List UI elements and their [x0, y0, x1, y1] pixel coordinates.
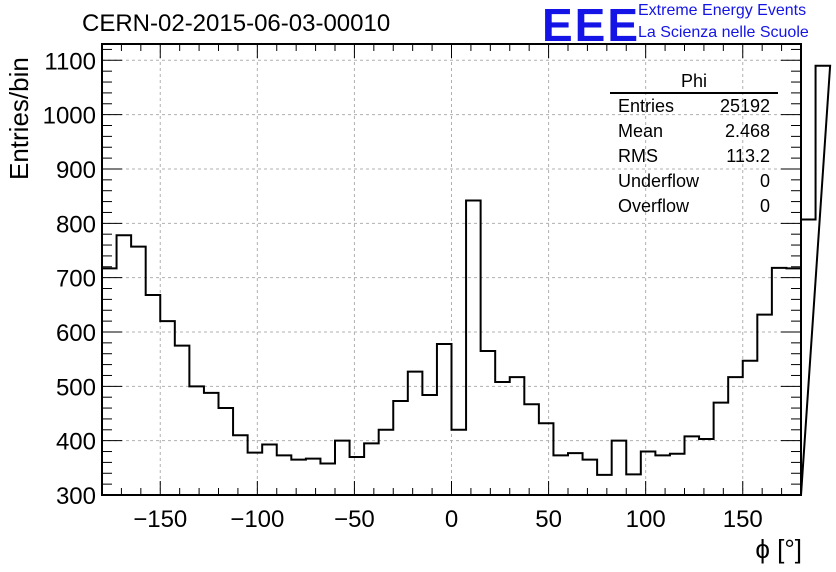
grid-lines — [102, 44, 801, 495]
histogram-series — [101, 64, 832, 496]
y-tick-label: 700 — [56, 266, 96, 293]
stats-row-rms: RMS 113.2 — [610, 144, 778, 169]
run-title: CERN-02-2015-06-03-00010 — [82, 10, 391, 37]
stats-value: 0 — [759, 196, 770, 216]
x-tick-label: 0 — [445, 506, 458, 533]
y-tick-label: 1100 — [44, 48, 96, 75]
y-tick-label: 1000 — [43, 103, 96, 130]
x-tick-labels: −150 −100 −50 0 50 100 150 — [133, 506, 763, 533]
x-tick-label: −50 — [334, 506, 375, 533]
logo-subtitle-1: Extreme Energy Events — [638, 2, 807, 19]
logo-subtitle-2: La Scienza nelle Scuole — [638, 24, 809, 41]
stats-label: Entries — [618, 96, 675, 116]
y-tick-labels: 300 400 500 600 700 800 900 1000 1100 — [43, 48, 96, 510]
stats-row-entries: Entries 25192 — [610, 94, 778, 119]
y-tick-label: 500 — [56, 374, 96, 401]
stats-title: Phi — [610, 70, 778, 94]
x-tick-label: 100 — [626, 506, 666, 533]
y-axis-title: Entries/bin — [4, 57, 34, 180]
stats-value: 2.468 — [724, 121, 770, 141]
x-tick-label: 150 — [723, 506, 763, 533]
stats-value: 113.2 — [726, 146, 770, 166]
y-tick-label: 800 — [56, 211, 96, 238]
y-tick-label: 900 — [56, 157, 96, 184]
stats-label: Mean — [618, 121, 664, 141]
axis-ticks — [101, 44, 802, 496]
stats-row-underflow: Underflow 0 — [610, 169, 778, 194]
y-tick-label: 400 — [56, 429, 96, 456]
stats-label: Underflow — [618, 171, 700, 191]
eee-logo: EEE — [542, 0, 641, 51]
stats-label: Overflow — [618, 196, 690, 216]
stats-row-overflow: Overflow 0 — [610, 194, 778, 219]
stats-label: RMS — [618, 146, 658, 166]
x-axis-title: ϕ [°] — [755, 534, 802, 564]
stats-box: Phi Entries 25192 Mean 2.468 RMS 113.2 U… — [610, 70, 778, 219]
y-tick-label: 300 — [56, 483, 96, 510]
stats-value: 25192 — [719, 96, 770, 116]
y-tick-label: 600 — [56, 320, 96, 347]
stats-row-mean: Mean 2.468 — [610, 119, 778, 144]
x-tick-label: −100 — [230, 506, 284, 533]
x-tick-label: 50 — [535, 506, 562, 533]
stats-value: 0 — [759, 171, 770, 191]
x-tick-label: −150 — [133, 506, 187, 533]
